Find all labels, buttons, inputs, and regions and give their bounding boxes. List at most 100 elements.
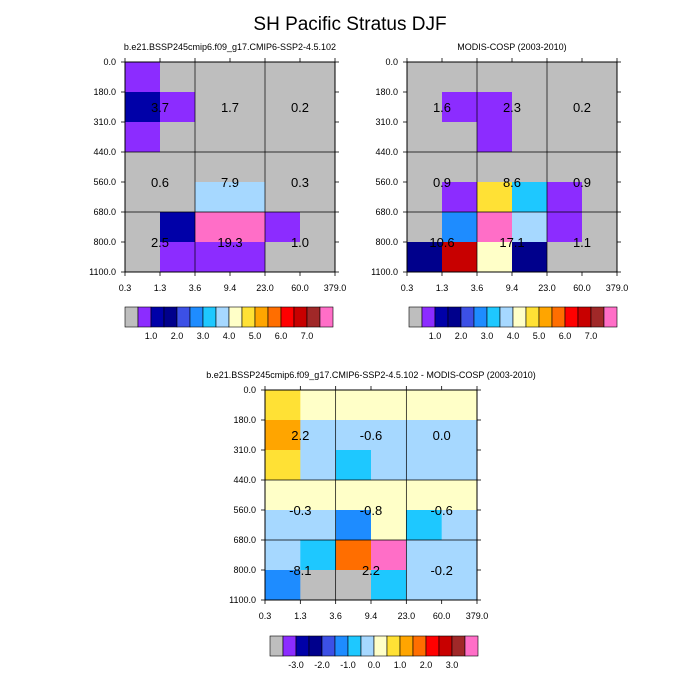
heatmap-cell [195,92,231,123]
colorbar-swatch [399,635,414,657]
heatmap-cell [300,570,337,601]
heatmap-cell [477,152,513,183]
heatmap-cell [406,540,443,571]
x-tick-label: 23.0 [256,283,274,293]
colorbar-label: 2.0 [455,331,468,341]
x-tick-label: 379.0 [466,611,489,621]
colorbar-label: 1.0 [429,331,442,341]
colorbar-label: -1.0 [340,660,356,670]
heatmap-cell [371,420,407,451]
heatmap-cell [371,390,407,421]
heatmap-cell [125,242,161,273]
heatmap-cell [265,510,301,541]
heatmap-cell [195,62,231,93]
heatmap-cell [265,212,301,243]
heatmap-cell [300,540,337,571]
x-tick-label: 0.3 [259,611,272,621]
colorbar-swatch [308,635,323,657]
colorbar-swatch [577,306,592,328]
colorbar-swatch [321,635,336,657]
heatmap-cell [442,242,478,273]
summary-value-label: 2.5 [151,235,169,250]
heatmap-cell [442,212,478,243]
colorbar-swatch [334,635,349,657]
y-tick-label: 560.0 [375,177,398,187]
colorbar-swatch [447,306,462,328]
y-tick-label: 0.0 [385,57,398,67]
y-tick-label: 1100.0 [89,267,116,277]
heatmap-cell [265,182,301,213]
colorbar-label: 4.0 [507,331,520,341]
y-tick-label: 310.0 [233,445,256,455]
colorbar-swatch [189,306,204,328]
x-tick-label: 23.0 [398,611,416,621]
y-tick-label: 0.0 [103,57,116,67]
heatmap-cell [547,212,583,243]
heatmap-cell [265,152,301,183]
colorbar-label: 4.0 [223,331,236,341]
heatmap-cell [300,242,336,273]
y-tick-label: 800.0 [375,237,398,247]
summary-value-label: 2.2 [291,428,309,443]
heatmap-cell [195,212,231,243]
heatmap-cell [477,122,513,153]
colorbar-swatch [228,306,243,328]
colorbar-swatch [137,306,152,328]
colorbar-label: 1.0 [145,331,158,341]
heatmap-cell [300,152,336,183]
colorbar-swatch [464,635,479,657]
heatmap-cell [477,62,513,93]
x-tick-label: 0.3 [119,283,132,293]
heatmap-cell [441,480,478,511]
colorbar-swatch [525,306,540,328]
heatmap-panel-1: 0.3 1.3 3.6 9.4 23.0 60.0 379.0 0.0 180.0 310.0 44… [89,42,346,341]
heatmap-cell [547,242,583,273]
heatmap-cell [512,182,548,213]
colorbar-label: 6.0 [275,331,288,341]
heatmap-cell [371,570,407,601]
heatmap-cell [265,390,301,421]
heatmap-cell [512,212,548,243]
colorbar-swatch [499,306,514,328]
heatmap-cell [230,182,266,213]
x-tick-label: 23.0 [538,283,556,293]
colorbar-label: 7.0 [301,331,314,341]
heatmap-cell [407,212,443,243]
heatmap-cell [230,152,266,183]
y-tick-label: 180.0 [233,415,256,425]
heatmap-cell [300,510,337,541]
y-tick-label: 560.0 [233,505,256,515]
heatmap-cell [406,420,443,451]
heatmap-cell [160,182,196,213]
summary-value-label: 0.9 [573,175,591,190]
colorbar-label: 5.0 [533,331,546,341]
heatmap-cell [300,480,337,511]
summary-value-label: 0.6 [151,175,169,190]
heatmap-panel-2: 0.3 1.3 3.6 9.4 23.0 60.0 379.0 0.0 180.0 310.0 44… [371,42,628,341]
summary-value-label: 17.1 [499,235,524,250]
summary-value-label: 2.2 [362,563,380,578]
colorbar-swatch [473,306,488,328]
heatmap-cell [442,182,478,213]
colorbar-label: 5.0 [249,331,262,341]
x-tick-label: 0.3 [401,283,414,293]
colorbar-swatch [282,635,297,657]
heatmap-cell [582,122,618,153]
heatmap-cell [160,152,196,183]
heatmap-cell [160,62,196,93]
x-tick-label: 9.4 [506,283,519,293]
heatmap-cell [407,62,443,93]
y-tick-label: 180.0 [93,87,116,97]
y-tick-label: 310.0 [375,117,398,127]
colorbar-swatch [512,306,527,328]
heatmap-cell [371,480,407,511]
heatmap-cell [442,122,478,153]
heatmap-cell [265,540,301,571]
heatmap-cell [406,480,443,511]
summary-value-label: -0.8 [360,503,382,518]
y-tick-label: 800.0 [233,565,256,575]
heatmap-cell [547,152,583,183]
colorbar-swatch [408,306,423,328]
x-tick-label: 1.3 [154,283,167,293]
